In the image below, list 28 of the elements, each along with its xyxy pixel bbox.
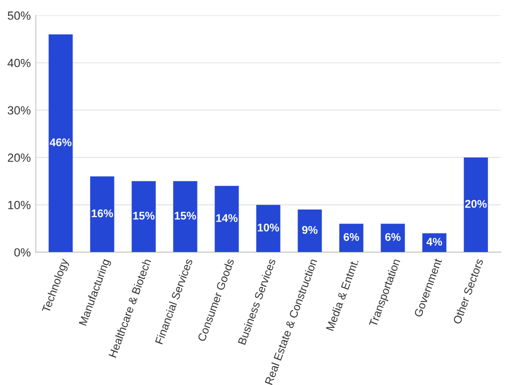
bar (298, 210, 322, 252)
y-tick-label: 0% (14, 248, 30, 257)
data-label: 15% (133, 212, 155, 220)
bar (380, 224, 405, 252)
bar (173, 181, 198, 252)
data-label: 9% (302, 226, 318, 234)
y-tick-label: 10% (8, 200, 30, 210)
y-tick-label: 50% (8, 11, 30, 20)
data-label: 10% (258, 224, 280, 232)
data-label: 20% (465, 200, 487, 208)
data-label: 6% (344, 233, 360, 241)
bar (339, 224, 364, 252)
data-label: 15% (174, 212, 196, 220)
data-label: 16% (92, 209, 114, 218)
y-tick-label: 40% (8, 58, 30, 68)
bar (464, 157, 488, 252)
data-label: 4% (426, 238, 442, 246)
bar (214, 186, 239, 252)
bar (256, 204, 280, 252)
y-tick-label: 30% (8, 106, 30, 115)
bar (132, 181, 156, 252)
data-label: 6% (385, 233, 401, 241)
data-label: 14% (216, 214, 238, 222)
y-tick-label: 20% (8, 154, 30, 162)
x-tick-label: Media & Entmt. (326, 258, 359, 332)
data-label: 46% (50, 138, 72, 146)
bar (48, 34, 73, 252)
bar (90, 176, 114, 252)
